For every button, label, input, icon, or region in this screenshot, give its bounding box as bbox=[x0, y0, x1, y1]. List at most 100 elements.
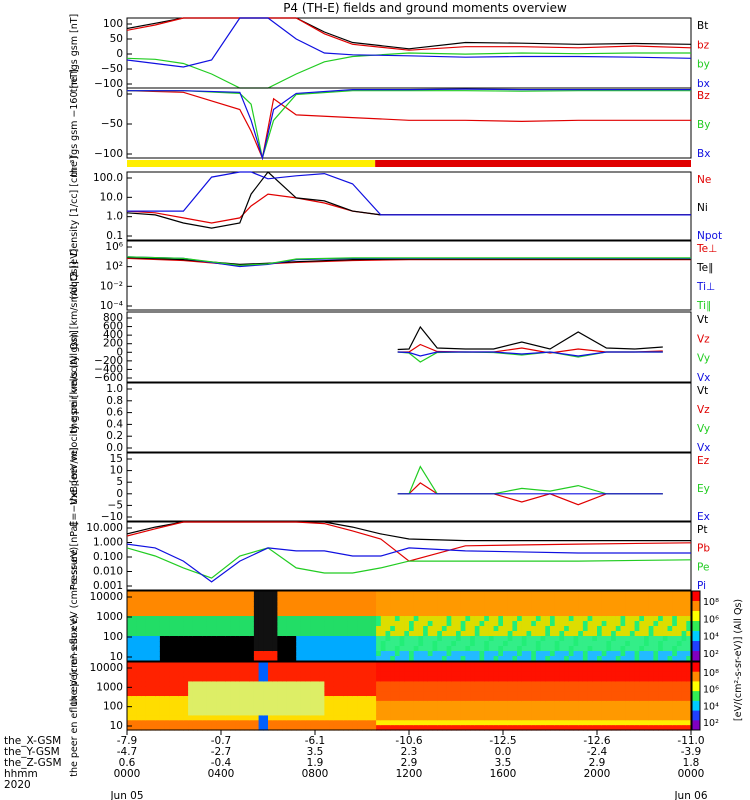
spectrogram-cell bbox=[587, 621, 593, 627]
spectrogram-cell bbox=[507, 666, 513, 673]
spectrogram-cell bbox=[639, 725, 645, 731]
spectrogram-cell bbox=[451, 691, 457, 697]
spectrogram-cell bbox=[672, 691, 678, 697]
spectrogram-cell bbox=[376, 671, 382, 678]
spectrogram-cell bbox=[277, 616, 283, 622]
spectrogram-cell bbox=[258, 662, 264, 668]
spectrogram-cell bbox=[658, 686, 664, 692]
spectrogram-cell bbox=[493, 596, 499, 602]
spectrogram-cell bbox=[409, 591, 415, 597]
spectrogram-cell bbox=[629, 631, 636, 637]
spectrogram-cell bbox=[540, 646, 546, 652]
spectrogram-cell bbox=[418, 601, 424, 607]
spectrogram-cell bbox=[460, 725, 466, 731]
spectrogram-cell bbox=[437, 666, 443, 673]
spectrogram-cell bbox=[531, 616, 537, 622]
spectrogram-cell bbox=[639, 626, 645, 632]
spectrogram-cell bbox=[225, 591, 231, 597]
spectrogram-cell bbox=[517, 651, 523, 657]
spectrogram-cell bbox=[432, 621, 438, 627]
spectrogram-cell bbox=[310, 616, 316, 622]
spectrogram-cell bbox=[479, 720, 485, 726]
spectrogram-cell bbox=[131, 686, 137, 692]
spectrogram-cell bbox=[145, 700, 152, 707]
spectrogram-cell bbox=[409, 715, 415, 721]
spectrogram-cell bbox=[347, 671, 354, 678]
spectrogram-cell bbox=[418, 596, 424, 602]
spectrogram-cell bbox=[296, 606, 302, 612]
series-line-pi bbox=[126, 543, 691, 583]
spectrogram-cell bbox=[258, 591, 264, 597]
spectrogram-cell bbox=[672, 656, 678, 662]
spectrogram-cell bbox=[277, 700, 283, 707]
spectrogram-cell bbox=[225, 631, 231, 637]
y-tick-label: 10² bbox=[105, 261, 123, 273]
spectrogram-cell bbox=[503, 636, 509, 642]
spectrogram-cell bbox=[423, 611, 429, 617]
spectrogram-cell bbox=[479, 656, 485, 662]
spectrogram-cell bbox=[136, 676, 142, 683]
spectrogram-cell bbox=[305, 705, 311, 712]
spectrogram-cell bbox=[371, 621, 377, 627]
spectrogram-cell bbox=[672, 681, 678, 687]
spectrogram-cell bbox=[658, 715, 664, 721]
spectrogram-cell bbox=[653, 631, 659, 637]
spectrogram-cell bbox=[409, 631, 415, 637]
spectrogram-cell bbox=[667, 621, 673, 627]
spectrogram-cell bbox=[131, 611, 137, 617]
spectrogram-cell bbox=[564, 631, 570, 637]
spectrogram-cell bbox=[573, 616, 579, 622]
spectrogram-cell bbox=[291, 681, 297, 687]
spectrogram-cell bbox=[606, 636, 612, 642]
spectrogram-cell bbox=[521, 656, 528, 662]
spectrogram-cell bbox=[611, 671, 617, 678]
spectrogram-cell bbox=[484, 681, 490, 687]
spectrogram-cell bbox=[409, 611, 415, 617]
spectrogram-cell bbox=[531, 720, 537, 726]
spectrogram-cell bbox=[451, 696, 457, 702]
spectrogram-cell bbox=[164, 705, 170, 712]
spectrogram-cell bbox=[376, 710, 382, 717]
spectrogram-cell bbox=[202, 696, 208, 702]
spectrogram-cell bbox=[268, 676, 274, 683]
spectrogram-cell bbox=[225, 656, 231, 662]
spectrogram-cell bbox=[315, 596, 321, 602]
spectrogram-cell bbox=[451, 720, 457, 726]
spectrogram-cell bbox=[465, 715, 471, 721]
spectrogram-cell bbox=[258, 641, 264, 647]
spectrogram-cell bbox=[282, 686, 288, 692]
colorbar-segment bbox=[692, 700, 700, 712]
spectrogram-cell bbox=[352, 671, 358, 678]
spectrogram-cell bbox=[230, 696, 236, 702]
spectrogram-cell bbox=[385, 606, 391, 612]
spectrogram-cell bbox=[470, 715, 476, 721]
spectrogram-cell bbox=[155, 710, 161, 717]
spectrogram-cell bbox=[615, 606, 622, 612]
spectrogram-cell bbox=[470, 681, 476, 687]
ephemeris-value: -4.7 bbox=[117, 746, 138, 758]
spectrogram-cell bbox=[582, 671, 589, 678]
spectrogram-cell bbox=[244, 700, 250, 707]
spectrogram-cell bbox=[249, 646, 255, 652]
spectrogram-cell bbox=[272, 705, 278, 712]
spectrogram-cell bbox=[291, 696, 297, 702]
spectrogram-cell bbox=[409, 606, 415, 612]
spectrogram-cell bbox=[343, 662, 349, 668]
spectrogram-cell bbox=[145, 621, 152, 627]
spectrogram-cell bbox=[554, 715, 560, 721]
spectrogram-cell bbox=[535, 666, 542, 673]
spectrogram-cell bbox=[611, 631, 617, 637]
spectrogram-cell bbox=[272, 666, 278, 673]
spectrogram-cell bbox=[282, 626, 288, 632]
spectrogram-cell bbox=[141, 651, 147, 657]
spectrogram-cell bbox=[559, 616, 565, 622]
spectrogram-cell bbox=[380, 641, 387, 647]
spectrogram-cell bbox=[667, 686, 673, 692]
spectrogram-cell bbox=[159, 705, 166, 712]
spectrogram-cell bbox=[432, 725, 438, 731]
spectrogram-cell bbox=[644, 700, 650, 707]
spectrogram-cell bbox=[409, 636, 415, 642]
spectrogram-cell bbox=[545, 611, 551, 617]
spectrogram-cell bbox=[183, 720, 189, 726]
spectrogram-cell bbox=[268, 725, 274, 731]
